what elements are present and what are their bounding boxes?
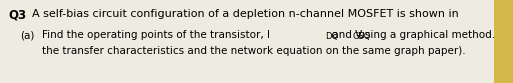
Text: DQ: DQ	[325, 32, 338, 41]
Text: GSQ: GSQ	[352, 32, 370, 41]
Text: Q3: Q3	[8, 9, 26, 22]
Text: and V: and V	[329, 30, 362, 40]
Text: Find the operating points of the transistor, I: Find the operating points of the transis…	[42, 30, 270, 40]
Text: A self-bias circuit configuration of a depletion n-channel MOSFET is shown in: A self-bias circuit configuration of a d…	[32, 9, 462, 19]
Text: the transfer characteristics and the network equation on the same graph paper).: the transfer characteristics and the net…	[42, 46, 466, 56]
Text: using a graphical method. (Draw: using a graphical method. (Draw	[356, 30, 513, 40]
Text: A self-bias circuit configuration of a depletion n-channel MOSFET is shown in: A self-bias circuit configuration of a d…	[32, 9, 462, 19]
Text: (a): (a)	[20, 30, 34, 40]
